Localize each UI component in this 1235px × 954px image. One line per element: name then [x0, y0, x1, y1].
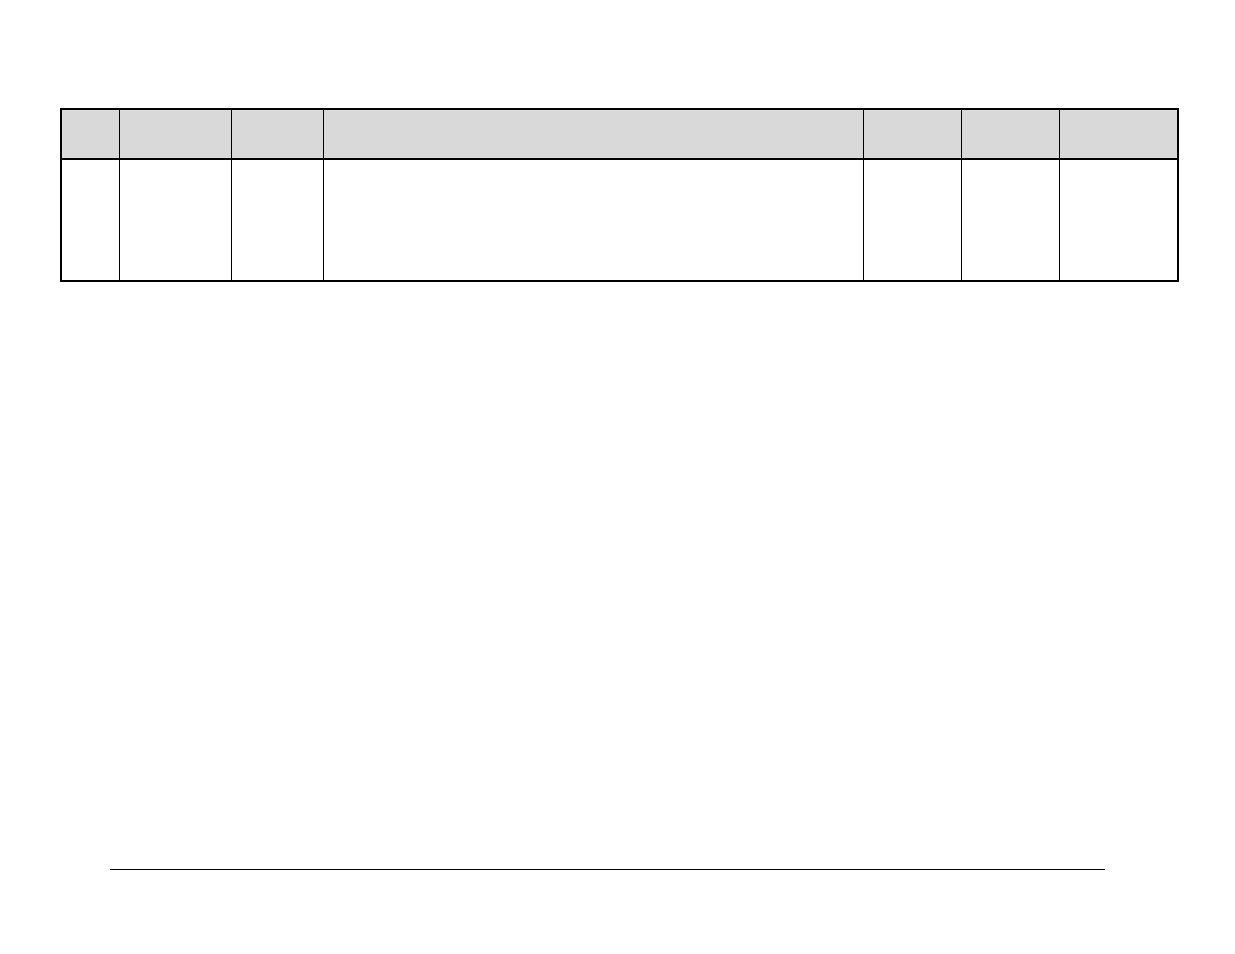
body-cell-5	[863, 159, 961, 281]
header-cell-1	[61, 109, 119, 159]
header-cell-7	[1059, 109, 1178, 159]
body-cell-2	[119, 159, 231, 281]
body-cell-4	[323, 159, 863, 281]
header-cell-2	[119, 109, 231, 159]
footer-rule	[110, 869, 1105, 870]
body-cell-3	[231, 159, 323, 281]
table-row	[61, 159, 1178, 281]
header-cell-4	[323, 109, 863, 159]
table-body	[61, 159, 1178, 281]
body-cell-7	[1059, 159, 1178, 281]
page	[0, 0, 1235, 954]
body-cell-1	[61, 159, 119, 281]
body-cell-6	[961, 159, 1059, 281]
header-row	[61, 109, 1178, 159]
header-cell-3	[231, 109, 323, 159]
header-cell-6	[961, 109, 1059, 159]
table-header	[61, 109, 1178, 159]
data-table	[60, 108, 1179, 282]
header-cell-5	[863, 109, 961, 159]
